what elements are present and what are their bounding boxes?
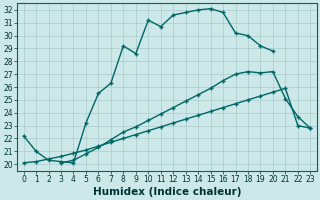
X-axis label: Humidex (Indice chaleur): Humidex (Indice chaleur): [93, 187, 241, 197]
